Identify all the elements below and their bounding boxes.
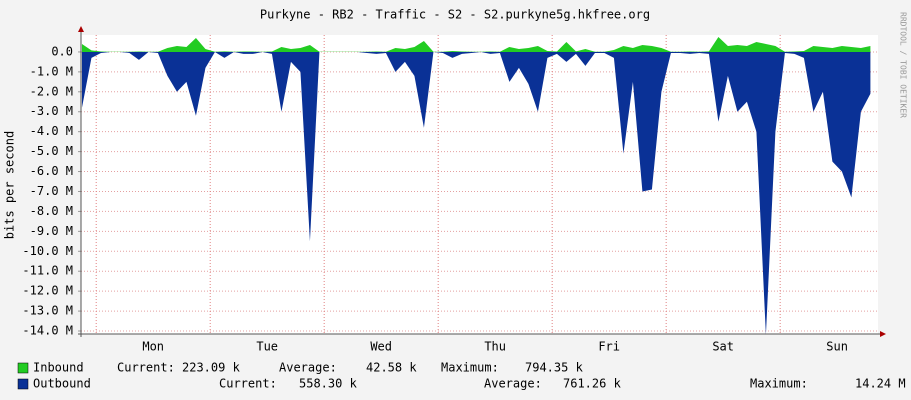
legend-stat-label: Average: <box>279 361 337 375</box>
legend-stat-value: 14.24 M <box>855 377 906 391</box>
legend-stat-value: 223.09 k <box>182 361 241 375</box>
x-tick-label: Tue <box>256 340 278 354</box>
y-tick-label: -9.0 M <box>30 224 73 238</box>
x-axis-arrow <box>880 331 886 337</box>
y-tick-label: -12.0 M <box>22 284 73 298</box>
legend-stat-value: 558.30 k <box>299 377 358 391</box>
legend-stat-value: 761.26 k <box>563 377 622 391</box>
legend-stat-label: Average: <box>484 377 542 391</box>
legend-stat-value: 794.35 k <box>525 361 584 375</box>
y-tick-label: -4.0 M <box>30 124 73 138</box>
legend-stat-label: Maximum: <box>441 361 499 375</box>
y-tick-label: -10.0 M <box>22 244 73 258</box>
y-tick-label: -2.0 M <box>30 84 73 98</box>
x-tick-label: Thu <box>484 340 506 354</box>
x-tick-label: Fri <box>598 340 620 354</box>
y-tick-label: -6.0 M <box>30 164 73 178</box>
y-tick-label: -13.0 M <box>22 304 73 318</box>
y-tick-label: -11.0 M <box>22 264 73 278</box>
x-tick-label: Sun <box>826 340 848 354</box>
legend-label: Inbound <box>33 361 84 375</box>
y-tick-label: 0.0 <box>51 44 73 58</box>
y-tick-label: -3.0 M <box>30 104 73 118</box>
y-axis-label: bits per second <box>3 131 17 239</box>
legend-label: Outbound <box>33 377 91 391</box>
legend-stat-label: Current: <box>219 377 277 391</box>
x-tick-label: Sat <box>712 340 734 354</box>
y-tick-label: -1.0 M <box>30 64 73 78</box>
x-tick-label: Mon <box>142 340 164 354</box>
x-tick-label: Wed <box>370 340 392 354</box>
chart-title: Purkyne - RB2 - Traffic - S2 - S2.purkyn… <box>260 8 650 22</box>
y-tick-label: -8.0 M <box>30 204 73 218</box>
area <box>81 36 871 52</box>
watermark: RRDTOOL / TOBI OETIKER <box>899 12 908 118</box>
y-tick-label: -7.0 M <box>30 184 73 198</box>
legend-stat-label: Current: <box>117 361 175 375</box>
legend-swatch <box>17 362 29 374</box>
legend-stat-label: Maximum: <box>750 377 808 391</box>
y-tick-label: -5.0 M <box>30 144 73 158</box>
y-tick-label: -14.0 M <box>22 324 73 338</box>
legend-swatch <box>17 378 29 390</box>
legend-stat-value: 42.58 k <box>366 361 417 375</box>
y-axis-arrow <box>78 26 84 32</box>
